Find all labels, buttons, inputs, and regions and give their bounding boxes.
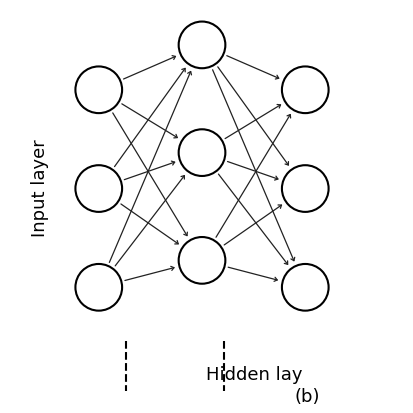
Circle shape bbox=[282, 264, 329, 311]
Circle shape bbox=[179, 21, 225, 68]
Text: Hidden lay: Hidden lay bbox=[206, 366, 303, 384]
Circle shape bbox=[282, 66, 329, 113]
Circle shape bbox=[76, 264, 122, 311]
Text: Input layer: Input layer bbox=[31, 140, 50, 237]
Circle shape bbox=[179, 237, 225, 284]
Circle shape bbox=[282, 165, 329, 212]
Circle shape bbox=[179, 129, 225, 176]
Text: (b): (b) bbox=[294, 388, 320, 406]
Circle shape bbox=[76, 66, 122, 113]
Circle shape bbox=[76, 165, 122, 212]
